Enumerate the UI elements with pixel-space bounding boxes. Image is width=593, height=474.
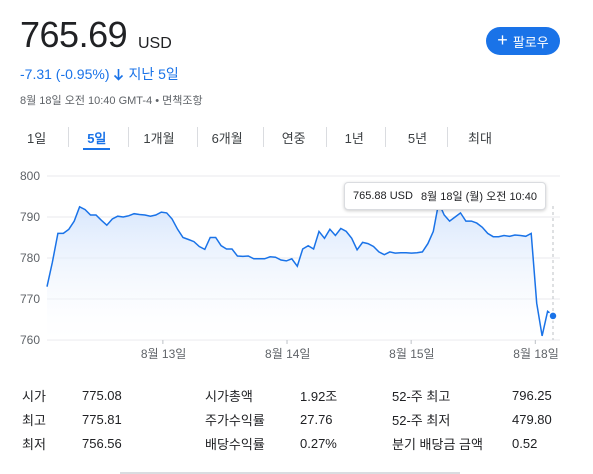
stat-label: 시가 — [22, 388, 46, 404]
y-tick-label: 790 — [20, 210, 40, 224]
change-value: -7.31 (-0.95%) — [20, 66, 110, 82]
tab-5d[interactable]: 5일 — [83, 124, 111, 150]
chart-tooltip: 765.88 USD 8월 18일 (월) 오전 10:40 — [344, 182, 546, 210]
hover-point — [548, 311, 558, 321]
stat-row: 최저 756.56 배당수익률 0.27% 분기 배당금 금액 0.52 — [22, 431, 572, 455]
stat-row: 최고 775.81 주가수익률 27.76 52-주 최저 479.80 — [22, 407, 572, 431]
price-chart[interactable]: 760 770 780 790 800 8월 13일 8월 14일 8월 15일 8월 18일 — [0, 160, 593, 370]
x-axis: 8월 13일 8월 14일 8월 15일 8월 18일 — [141, 340, 559, 361]
tab-1d[interactable]: 1일 — [27, 131, 47, 146]
key-stats: 시가 775.08 시가총액 1.92조 52-주 최고 796.25 최고 7… — [22, 383, 572, 455]
tab-divider — [325, 127, 327, 147]
tab-divider — [68, 127, 70, 147]
tab-ytd[interactable]: 연중 — [281, 131, 306, 146]
y-tick-label: 760 — [20, 333, 40, 347]
y-tick-label: 770 — [20, 292, 40, 306]
price-area-fill — [47, 202, 553, 340]
stat-value: 775.81 — [82, 411, 122, 427]
stat-value: 756.56 — [82, 435, 122, 451]
tab-6m[interactable]: 6개월 — [211, 131, 243, 146]
stat-label: 52-주 최저 — [392, 412, 451, 428]
stat-value: 1.92조 — [300, 388, 338, 404]
stat-value: 796.25 — [512, 387, 552, 403]
stat-row: 시가 775.08 시가총액 1.92조 52-주 최고 796.25 — [22, 383, 572, 407]
price-change: -7.31 (-0.95%) 지난 5일 — [20, 64, 179, 84]
y-tick-label: 780 — [20, 251, 40, 265]
stat-label: 주가수익률 — [205, 412, 265, 428]
y-axis: 760 770 780 790 800 — [20, 169, 40, 347]
current-price: 765.69 — [20, 14, 128, 55]
x-tick-label: 8월 13일 — [141, 347, 186, 361]
stat-label: 시가총액 — [205, 388, 253, 404]
x-tick-label: 8월 15일 — [389, 347, 434, 361]
stat-label: 배당수익률 — [205, 436, 265, 452]
tab-divider — [128, 127, 130, 147]
divider — [120, 472, 460, 474]
follow-label: 팔로우 — [512, 34, 549, 50]
stat-label: 분기 배당금 금액 — [392, 436, 483, 452]
stat-label: 최고 — [22, 412, 46, 428]
stat-value: 0.27% — [300, 435, 337, 451]
follow-button[interactable]: + 팔로우 — [486, 27, 560, 55]
x-tick-label: 8월 14일 — [265, 347, 310, 361]
range-tabs: 1일 5일 1개월 6개월 연중 1년 5년 최대 — [10, 124, 492, 156]
stat-value: 479.80 — [512, 411, 552, 427]
plus-icon: + — [497, 30, 508, 50]
tab-divider — [384, 127, 386, 147]
arrow-down-icon — [114, 68, 124, 81]
tab-1y[interactable]: 1년 — [344, 131, 364, 146]
quote-timestamp[interactable]: 8월 18일 오전 10:40 GMT-4 • 면책조항 — [20, 95, 203, 107]
tab-divider — [196, 127, 198, 147]
x-tick-label: 8월 18일 — [513, 347, 558, 361]
tab-divider — [447, 127, 449, 147]
stat-value: 0.52 — [512, 435, 538, 451]
stat-value: 27.76 — [300, 411, 333, 427]
stat-label: 최저 — [22, 436, 46, 452]
tab-5y[interactable]: 5년 — [407, 131, 428, 146]
tab-divider — [262, 127, 264, 147]
change-period: 지난 5일 — [128, 66, 179, 82]
stat-value: 775.08 — [82, 387, 122, 403]
tooltip-price: 765.88 USD — [353, 190, 413, 202]
tab-1m[interactable]: 1개월 — [143, 131, 175, 146]
price-line — [46, 200, 554, 337]
tab-max[interactable]: 최대 — [468, 131, 492, 146]
tooltip-time: 8월 18일 (월) 오전 10:40 — [420, 191, 537, 203]
stat-label: 52-주 최고 — [392, 388, 451, 404]
currency-label: USD — [138, 35, 172, 52]
y-tick-label: 800 — [20, 169, 40, 183]
